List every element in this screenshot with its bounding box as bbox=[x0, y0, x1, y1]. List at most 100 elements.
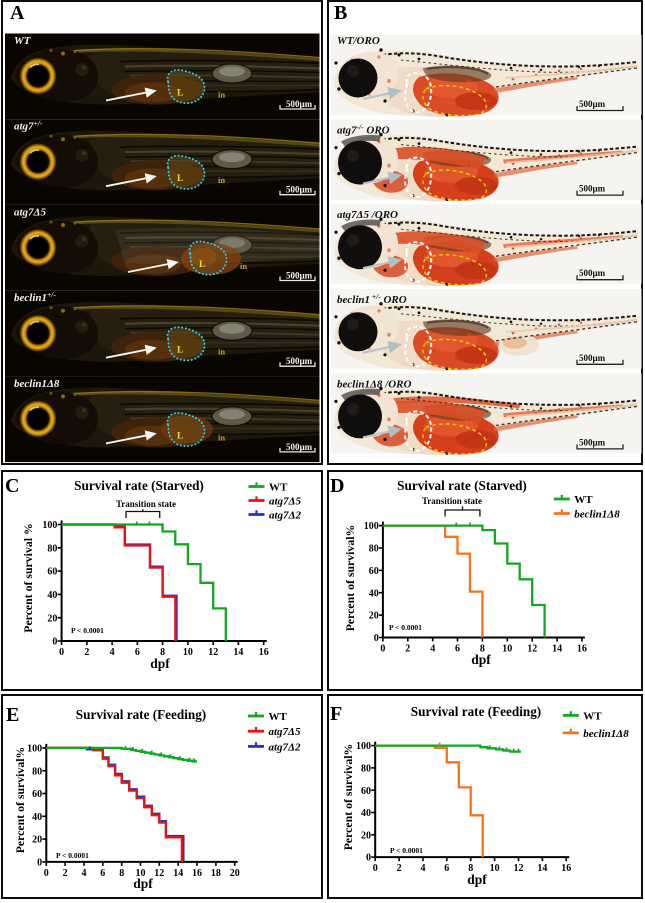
svg-text:18: 18 bbox=[211, 868, 221, 879]
svg-text:A: A bbox=[10, 2, 25, 24]
svg-text:500µm: 500µm bbox=[579, 437, 606, 447]
svg-text:12: 12 bbox=[154, 868, 164, 879]
svg-text:L: L bbox=[177, 431, 183, 441]
svg-text:WT: WT bbox=[269, 711, 288, 723]
svg-text:500µm: 500µm bbox=[286, 356, 313, 366]
svg-text:16: 16 bbox=[192, 868, 202, 879]
svg-text:dpf: dpf bbox=[467, 872, 487, 887]
svg-text:100: 100 bbox=[356, 741, 371, 752]
svg-text:beclin1 +/- ORO: beclin1 +/- ORO bbox=[337, 292, 407, 306]
svg-text:E: E bbox=[6, 704, 19, 726]
svg-text:WT: WT bbox=[14, 35, 32, 47]
svg-text:B: B bbox=[334, 2, 347, 24]
svg-text:P < 0.0001: P < 0.0001 bbox=[71, 626, 104, 635]
svg-text:dpf: dpf bbox=[150, 656, 170, 671]
svg-text:4: 4 bbox=[430, 644, 435, 655]
svg-text:40: 40 bbox=[32, 812, 42, 823]
svg-text:500µm: 500µm bbox=[286, 185, 313, 195]
svg-text:Percent of survival%: Percent of survival% bbox=[343, 525, 357, 632]
svg-text:10: 10 bbox=[136, 868, 146, 879]
svg-text:6: 6 bbox=[100, 868, 105, 879]
svg-text:Survival rate (Feeding): Survival rate (Feeding) bbox=[76, 707, 206, 722]
svg-text:2: 2 bbox=[63, 868, 68, 879]
svg-text:4: 4 bbox=[82, 868, 87, 879]
svg-text:in: in bbox=[218, 347, 225, 357]
svg-text:10: 10 bbox=[502, 644, 512, 655]
svg-text:Transition state: Transition state bbox=[422, 496, 482, 506]
svg-text:20: 20 bbox=[369, 611, 379, 622]
svg-text:atg7-/- ORO: atg7-/- ORO bbox=[337, 123, 390, 137]
svg-text:20: 20 bbox=[361, 830, 371, 841]
svg-text:100: 100 bbox=[42, 520, 57, 531]
svg-text:8: 8 bbox=[480, 644, 485, 655]
svg-text:80: 80 bbox=[361, 764, 371, 775]
svg-text:60: 60 bbox=[47, 567, 57, 578]
svg-text:6: 6 bbox=[455, 644, 460, 655]
svg-text:12: 12 bbox=[527, 644, 537, 655]
svg-text:Survival rate (Feeding): Survival rate (Feeding) bbox=[411, 704, 541, 719]
svg-text:60: 60 bbox=[369, 566, 379, 577]
svg-text:P < 0.0001: P < 0.0001 bbox=[56, 851, 89, 860]
svg-text:L: L bbox=[199, 260, 205, 270]
svg-text:P < 0.0001: P < 0.0001 bbox=[389, 623, 422, 632]
svg-text:60: 60 bbox=[361, 786, 371, 797]
svg-text:0: 0 bbox=[44, 868, 49, 879]
svg-text:Percent of survival %: Percent of survival % bbox=[21, 523, 35, 633]
svg-text:Percent of survival%: Percent of survival% bbox=[13, 747, 27, 854]
svg-text:in: in bbox=[218, 90, 225, 100]
svg-text:0: 0 bbox=[52, 637, 57, 648]
svg-text:100: 100 bbox=[364, 521, 379, 532]
svg-text:0: 0 bbox=[373, 863, 378, 874]
svg-text:0: 0 bbox=[366, 853, 371, 864]
svg-text:Percent of survival%: Percent of survival% bbox=[341, 744, 355, 851]
svg-text:500µm: 500µm bbox=[286, 271, 313, 281]
svg-text:atg7Δ5: atg7Δ5 bbox=[14, 207, 46, 219]
svg-text:atg7Δ2: atg7Δ2 bbox=[269, 510, 301, 522]
svg-text:10: 10 bbox=[183, 647, 193, 658]
svg-text:dpf: dpf bbox=[471, 652, 491, 667]
svg-text:8: 8 bbox=[468, 863, 473, 874]
svg-text:20: 20 bbox=[32, 835, 42, 846]
svg-text:dpf: dpf bbox=[133, 876, 153, 891]
svg-text:in: in bbox=[240, 261, 247, 271]
svg-text:6: 6 bbox=[135, 647, 140, 658]
svg-text:500µm: 500µm bbox=[286, 99, 313, 109]
svg-text:14: 14 bbox=[537, 863, 547, 874]
svg-text:beclin1Δ8: beclin1Δ8 bbox=[14, 378, 60, 390]
svg-text:16: 16 bbox=[577, 644, 587, 655]
svg-text:P < 0.0001: P < 0.0001 bbox=[390, 846, 423, 855]
svg-text:500µm: 500µm bbox=[579, 184, 606, 194]
svg-text:80: 80 bbox=[369, 544, 379, 555]
svg-text:Survival rate (Starved): Survival rate (Starved) bbox=[397, 478, 527, 493]
svg-text:L: L bbox=[177, 346, 183, 356]
svg-text:40: 40 bbox=[361, 808, 371, 819]
svg-text:10: 10 bbox=[490, 863, 500, 874]
svg-text:100: 100 bbox=[27, 744, 42, 755]
svg-text:6: 6 bbox=[444, 863, 449, 874]
svg-text:500µm: 500µm bbox=[286, 442, 313, 452]
svg-text:4: 4 bbox=[110, 647, 115, 658]
svg-text:20: 20 bbox=[230, 868, 240, 879]
svg-text:8: 8 bbox=[160, 647, 165, 658]
svg-text:L: L bbox=[177, 174, 183, 184]
svg-text:80: 80 bbox=[47, 543, 57, 554]
svg-text:F: F bbox=[330, 703, 342, 725]
svg-text:40: 40 bbox=[47, 590, 57, 601]
svg-text:atg7Δ5 /ORO: atg7Δ5 /ORO bbox=[337, 209, 398, 221]
svg-text:WT: WT bbox=[574, 494, 593, 506]
svg-text:WT/ORO: WT/ORO bbox=[337, 35, 380, 47]
svg-text:14: 14 bbox=[173, 868, 183, 879]
svg-text:40: 40 bbox=[369, 588, 379, 599]
svg-text:beclin1Δ8 /ORO: beclin1Δ8 /ORO bbox=[337, 378, 411, 390]
svg-text:0: 0 bbox=[59, 647, 64, 658]
svg-text:Transition state: Transition state bbox=[116, 499, 176, 509]
svg-text:0: 0 bbox=[380, 644, 385, 655]
svg-text:atg7Δ5: atg7Δ5 bbox=[269, 726, 301, 738]
svg-text:WT: WT bbox=[583, 710, 602, 722]
svg-text:Survival rate (Starved): Survival rate (Starved) bbox=[74, 478, 204, 493]
svg-text:500µm: 500µm bbox=[579, 268, 606, 278]
svg-text:0: 0 bbox=[374, 633, 379, 644]
svg-text:0: 0 bbox=[37, 858, 42, 869]
svg-text:500µm: 500µm bbox=[579, 353, 606, 363]
svg-text:500µm: 500µm bbox=[579, 99, 606, 109]
